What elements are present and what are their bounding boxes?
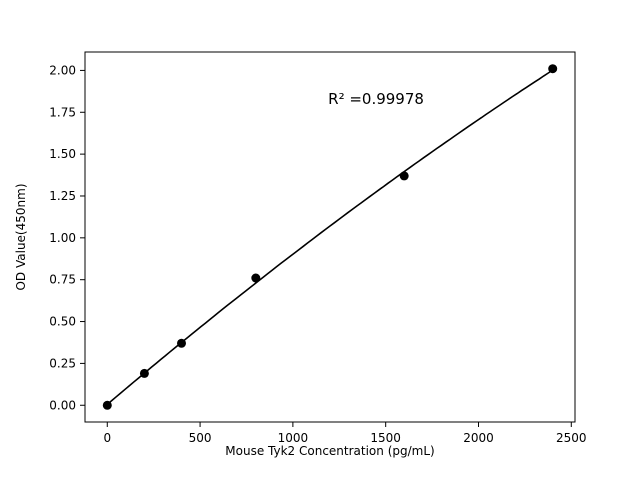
fit-line <box>106 69 554 406</box>
y-tick-label: 0.75 <box>49 273 76 287</box>
y-tick-label: 1.50 <box>49 147 76 161</box>
data-point <box>399 171 409 181</box>
y-tick-label: 0.50 <box>49 315 76 329</box>
x-axis-label: Mouse Tyk2 Concentration (pg/mL) <box>225 444 435 458</box>
y-tick-label: 1.00 <box>49 231 76 245</box>
y-axis-label: OD Value(450nm) <box>14 183 28 291</box>
data-point <box>102 400 112 410</box>
x-tick-label: 500 <box>189 431 212 445</box>
data-point <box>177 338 186 348</box>
data-point <box>139 368 149 378</box>
y-tick-label: 0.00 <box>49 398 76 412</box>
data-point <box>548 64 558 74</box>
data-point <box>251 273 261 283</box>
y-tick-label: 1.75 <box>49 105 76 119</box>
y-tick-label: 2.00 <box>49 63 76 77</box>
x-tick-label: 2000 <box>463 431 494 445</box>
y-tick-label: 0.25 <box>49 356 76 370</box>
y-tick-label: 1.25 <box>49 189 76 203</box>
r-squared-annotation: R² =0.99978 <box>328 89 424 108</box>
x-tick-label: 0 <box>103 431 111 445</box>
x-tick-label: 2500 <box>556 431 587 445</box>
plot-frame <box>84 51 576 423</box>
x-tick-label: 1000 <box>278 431 309 445</box>
x-tick-label: 1500 <box>370 431 401 445</box>
